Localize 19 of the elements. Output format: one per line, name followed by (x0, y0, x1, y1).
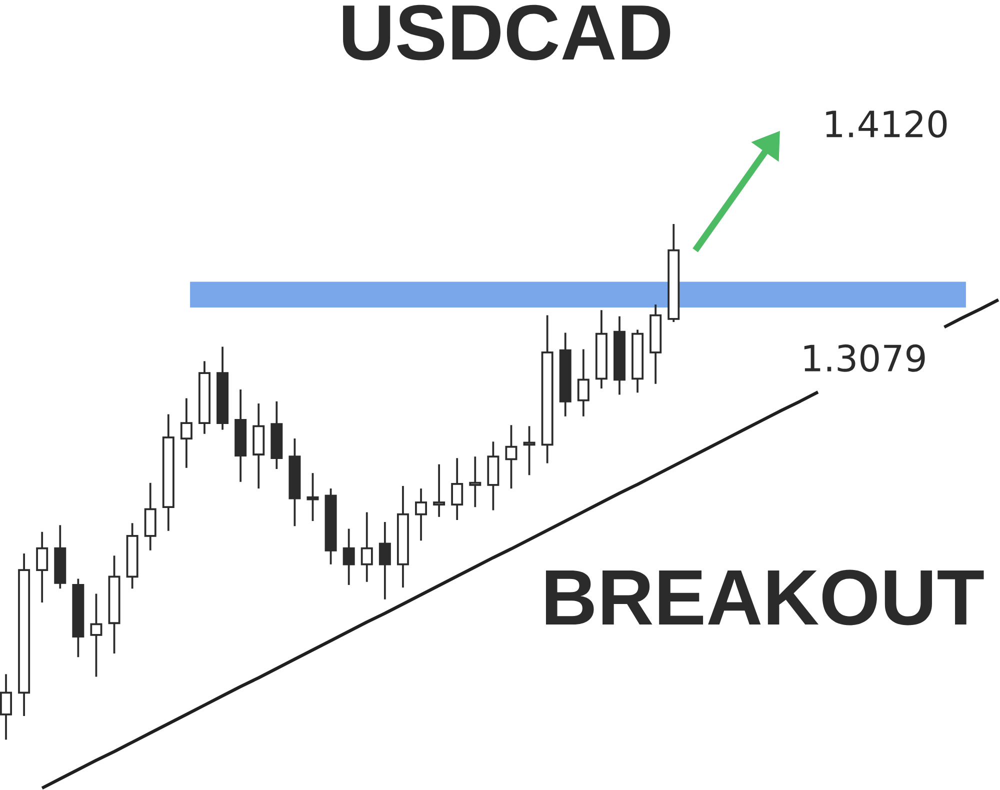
candlestick (0, 673, 12, 741)
text: 1.4120 (826, 110, 947, 138)
candlestick (577, 348, 590, 418)
candlestick (90, 592, 102, 678)
annotation: BREAKOUT (546, 570, 984, 626)
candlestick (180, 397, 192, 469)
candlestick (360, 511, 373, 583)
candlestick (415, 488, 428, 542)
candlestick (36, 531, 48, 604)
candlestick (306, 472, 319, 522)
chart-title: USDCAD (343, 4, 670, 60)
candlestick (505, 424, 518, 490)
candlestick (342, 528, 355, 586)
annotation: 1.3079 (804, 344, 925, 372)
candlestick (469, 456, 482, 508)
candlestick (451, 457, 464, 522)
candlestick (378, 521, 391, 600)
candlestick (433, 463, 446, 518)
candlestick (523, 425, 536, 476)
